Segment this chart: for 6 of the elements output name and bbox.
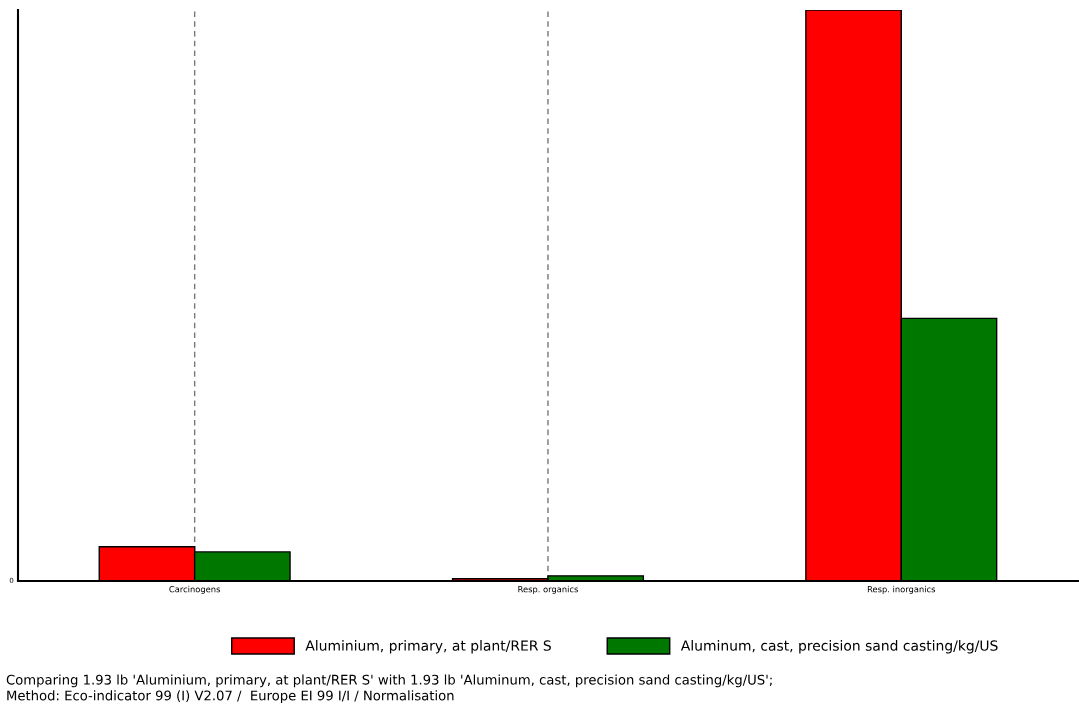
x-tick-label: Resp. inorganics bbox=[867, 585, 936, 594]
x-tick-label: Carcinogens bbox=[169, 585, 220, 594]
legend-label: Aluminium, primary, at plant/RER S bbox=[305, 640, 551, 654]
legend-label: Aluminum, cast, precision sand casting/kg/US bbox=[680, 640, 998, 654]
text: Comparing 1.93 lb 'Aluminium, primary, at plant/RER S' with 1.93 lb 'Aluminum, cast, precision sand casting/kg/US'; Method: Eco-indicator 99 (I) V2.07 / Europe EI 99 I/I / Normalisation bbox=[6, 674, 772, 703]
x-tick-label: Resp. organics bbox=[518, 585, 578, 594]
